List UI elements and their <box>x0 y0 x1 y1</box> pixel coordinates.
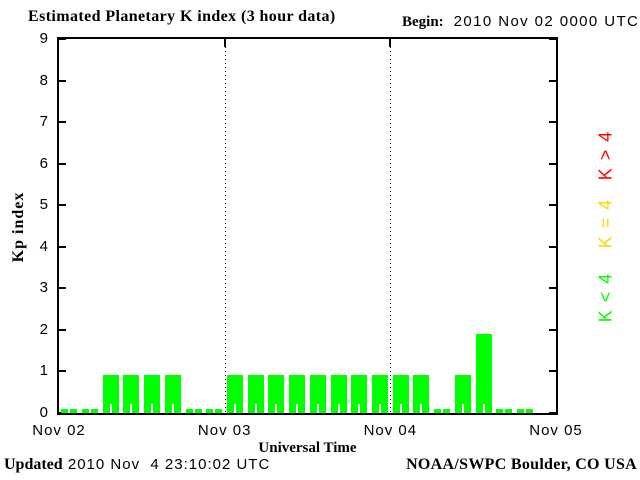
y-tick-right <box>549 204 556 207</box>
y-tick-label: 2 <box>39 320 48 338</box>
y-tick-left <box>59 204 66 207</box>
y-tick-label: 7 <box>39 113 48 131</box>
y-tick-left <box>59 38 66 40</box>
y-tick-label: 0 <box>39 404 48 421</box>
bar-tick-notch <box>358 404 361 413</box>
y-tick-right <box>549 121 556 124</box>
bar-tick-notch <box>523 409 526 413</box>
kp-bar <box>82 409 99 413</box>
bar-tick-notch <box>337 404 340 413</box>
kp-bar <box>247 375 264 413</box>
bar-tick-notch <box>109 404 112 413</box>
kp-bar <box>164 375 181 413</box>
kp-bar <box>289 375 306 413</box>
bar-tick-notch <box>461 404 464 413</box>
bar-tick-notch <box>130 404 133 413</box>
x-tick-label: Nov 04 <box>363 422 418 439</box>
kp-bar <box>516 409 533 413</box>
kp-bar <box>227 375 244 413</box>
bar-tick-notch <box>89 409 92 413</box>
y-tick-right <box>549 162 556 165</box>
kp-bar <box>371 375 388 413</box>
y-tick-right <box>549 412 556 414</box>
x-major-tick-top <box>389 39 392 47</box>
bar-tick-notch <box>171 404 174 413</box>
bar-tick-notch <box>192 409 195 413</box>
x-tick-label: Nov 03 <box>197 422 252 439</box>
kp-bar <box>434 409 451 413</box>
begin-value: 2010 Nov 02 0000 UTC <box>453 13 640 30</box>
y-tick-right <box>549 370 556 373</box>
y-tick-left <box>59 121 66 124</box>
y-tick-label: 5 <box>39 196 48 214</box>
bar-tick-notch <box>234 404 237 413</box>
kp-bar <box>351 375 368 413</box>
y-tick-right <box>549 38 556 40</box>
y-tick-label: 8 <box>39 71 48 89</box>
x-tick-label: Nov 05 <box>529 422 583 439</box>
x-major-tick-top <box>223 39 226 47</box>
x-axis-title: Universal Time <box>258 440 357 456</box>
day-boundary-gridline <box>224 39 226 413</box>
kp-bar <box>392 375 409 413</box>
plot-area <box>59 38 556 414</box>
chart-title: Estimated Planetary K index (3 hour data… <box>28 8 336 25</box>
y-tick-label: 1 <box>39 362 48 380</box>
y-tick-left <box>59 245 66 248</box>
y-tick-left <box>59 287 66 290</box>
bar-tick-notch <box>254 404 257 413</box>
y-tick-label: 4 <box>39 237 48 255</box>
kp-bar <box>268 375 285 413</box>
credit-text: NOAA/SWPC Boulder, CO USA <box>406 456 637 473</box>
bar-tick-notch <box>399 404 402 413</box>
kp-bar <box>206 409 223 413</box>
bar-tick-notch <box>420 404 423 413</box>
kp-bar <box>144 375 161 413</box>
y-tick-left <box>59 162 66 165</box>
plot-frame <box>57 37 558 415</box>
begin-label: Begin: <box>402 14 444 30</box>
kp-bar <box>413 375 430 413</box>
kp-bar <box>185 409 202 413</box>
kp-bar <box>61 409 78 413</box>
bar-tick-notch <box>441 409 444 413</box>
y-tick-right <box>549 79 556 82</box>
kp-bar <box>330 375 347 413</box>
kp-bar <box>475 334 492 413</box>
y-tick-label: 3 <box>39 279 48 297</box>
y-tick-label: 9 <box>39 30 48 47</box>
y-tick-left <box>59 370 66 373</box>
kp-bar <box>102 375 119 413</box>
updated-value: 2010 Nov 4 23:10:02 UTC <box>62 456 271 473</box>
kp-bar <box>123 375 140 413</box>
bar-tick-notch <box>503 409 506 413</box>
y-tick-left <box>59 412 66 414</box>
bar-tick-notch <box>378 404 381 413</box>
bar-tick-notch <box>482 404 485 413</box>
y-tick-right <box>549 328 556 331</box>
updated-label: Updated <box>4 456 63 473</box>
legend-k-eq-4: K=4 <box>595 191 616 249</box>
x-tick-label: Nov 02 <box>32 422 86 439</box>
bar-tick-notch <box>151 404 154 413</box>
y-tick-right <box>549 245 556 248</box>
y-tick-label: 6 <box>39 154 48 172</box>
kp-bar <box>454 375 471 413</box>
y-tick-right <box>549 287 556 290</box>
bar-tick-notch <box>275 404 278 413</box>
bar-tick-notch <box>316 404 319 413</box>
day-boundary-gridline <box>390 39 392 413</box>
legend-k-lt-4: K<4 <box>595 265 616 323</box>
kp-bar <box>496 409 513 413</box>
updated-line: Updated 2010 Nov 4 23:10:02 UTC <box>4 456 270 474</box>
bar-tick-notch <box>68 409 71 413</box>
bar-tick-notch <box>296 404 299 413</box>
bar-tick-notch <box>213 409 216 413</box>
legend-k-gt-4: K>4 <box>595 123 616 181</box>
y-tick-left <box>59 328 66 331</box>
begin-time: Begin: 2010 Nov 02 0000 UTC <box>402 13 639 31</box>
kp-bar <box>309 375 326 413</box>
y-tick-left <box>59 79 66 82</box>
